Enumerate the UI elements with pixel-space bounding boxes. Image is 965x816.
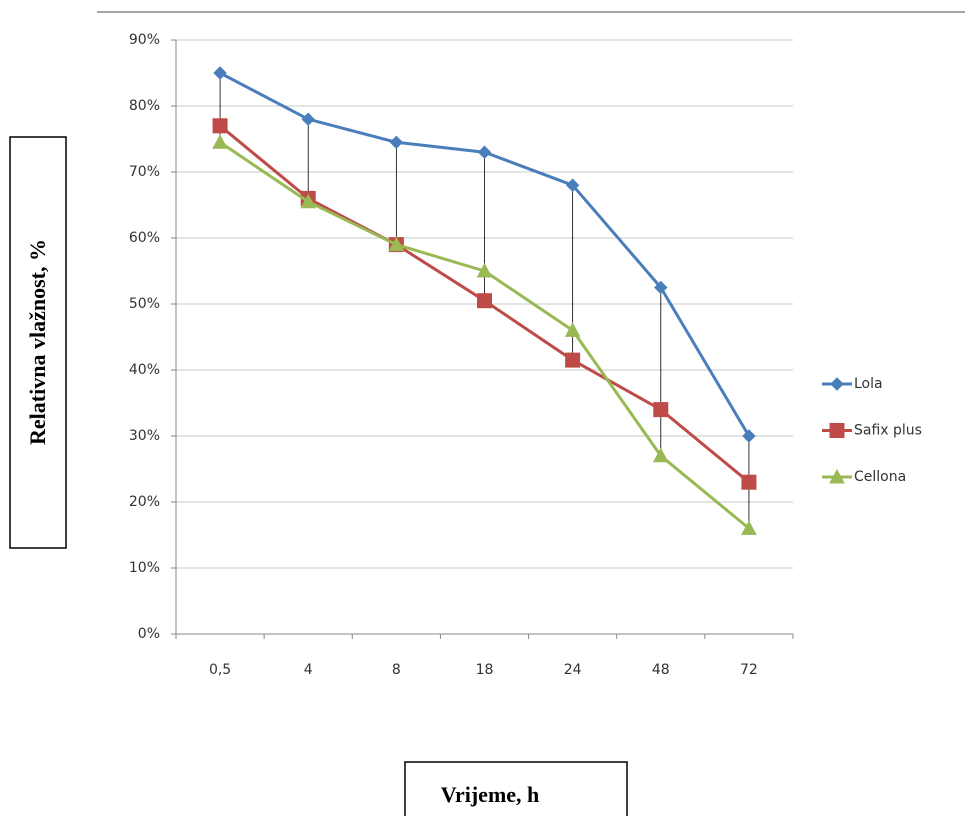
y-tick-label: 70% (129, 164, 160, 180)
x-label-box (404, 761, 628, 816)
y-tick-label: 10% (129, 560, 160, 576)
legend-marker (830, 377, 844, 391)
x-tick-label: 24 (564, 662, 582, 678)
data-point (564, 322, 581, 337)
data-point (301, 112, 315, 126)
x-tick-label: 72 (740, 662, 758, 678)
data-point (653, 402, 669, 418)
data-point (741, 520, 757, 535)
data-point (565, 178, 580, 192)
legend-marker (829, 468, 845, 484)
data-point (742, 429, 756, 443)
data-point (388, 236, 405, 252)
data-point (389, 135, 404, 150)
x-tick-label: 18 (476, 662, 494, 678)
data-point (300, 193, 317, 209)
data-point (565, 352, 581, 368)
data-point (477, 293, 492, 309)
data-point (212, 134, 228, 149)
y-tick-label: 20% (129, 494, 160, 510)
y-tick-label: 50% (129, 296, 160, 312)
y-tick-label: 30% (129, 428, 160, 444)
data-point (741, 474, 757, 490)
y-tick-label: 90% (129, 32, 160, 48)
y-label-box (9, 136, 67, 549)
data-point (476, 262, 493, 278)
x-tick-label: 0,5 (209, 662, 231, 678)
x-tick-label: 8 (392, 662, 401, 678)
x-axis-title: Vrijeme, h (441, 782, 540, 807)
y-tick-label: 0% (138, 626, 160, 642)
data-point (652, 447, 669, 463)
legend-label: Lola (854, 376, 883, 392)
y-tick-label: 80% (129, 98, 160, 114)
data-point (213, 66, 227, 80)
legend-label: Cellona (854, 469, 906, 485)
x-tick-label: 48 (652, 662, 670, 678)
y-axis-title: Relativna vlažnost, % (25, 239, 50, 445)
data-point (212, 118, 228, 134)
legend-label: Safix plus (854, 423, 922, 439)
y-tick-label: 40% (129, 362, 160, 378)
y-tick-label: 60% (129, 230, 160, 246)
x-tick-label: 4 (304, 662, 313, 678)
data-point (477, 145, 492, 159)
legend-marker (829, 423, 845, 438)
data-point (654, 280, 668, 295)
